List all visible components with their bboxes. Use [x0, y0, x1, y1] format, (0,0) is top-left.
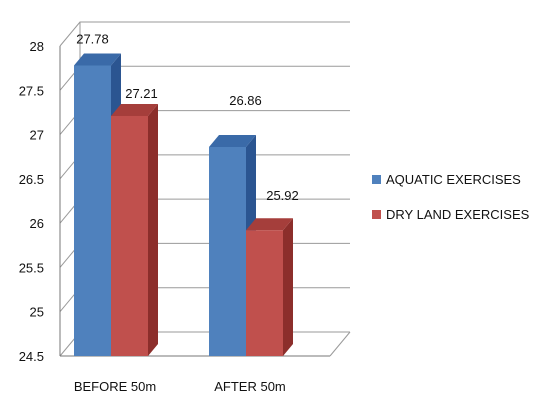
legend-label: AQUATIC EXERCISES	[386, 172, 521, 187]
x-axis-categories: BEFORE 50m AFTER 50m	[74, 379, 286, 394]
y-tick-label: 25.5	[19, 260, 44, 275]
bar-front-face	[209, 146, 246, 356]
x-category-label: BEFORE 50m	[74, 379, 156, 394]
y-tick-label: 25	[30, 305, 44, 320]
bar-top-face	[246, 218, 293, 231]
bar-front-face	[246, 230, 283, 356]
legend: AQUATIC EXERCISES DRY LAND EXERCISES	[372, 172, 530, 222]
y-tick-label: 26	[30, 216, 44, 231]
bar-dry-land-before	[111, 103, 158, 356]
legend-swatch	[372, 175, 381, 184]
legend-label: DRY LAND EXERCISES	[386, 207, 530, 222]
data-label: 25.92	[266, 188, 299, 203]
y-tick-label: 26.5	[19, 172, 44, 187]
data-label: 26.86	[229, 93, 262, 108]
legend-item: AQUATIC EXERCISES	[372, 172, 521, 187]
bar-side-face	[283, 218, 293, 356]
y-tick-label: 27.5	[19, 83, 44, 98]
bar-front-face	[74, 65, 111, 356]
y-tick-label: 27	[30, 128, 44, 143]
legend-swatch	[372, 210, 381, 219]
x-category-label: AFTER 50m	[214, 379, 286, 394]
y-axis-ticks: 24.5 25 25.5 26 26.5 27 27.5 28	[19, 39, 44, 364]
bar-dry-land-after	[246, 218, 293, 356]
floor-edge	[329, 331, 351, 357]
legend-item: DRY LAND EXERCISES	[372, 207, 530, 222]
data-label: 27.21	[125, 86, 158, 101]
bar-front-face	[111, 115, 148, 356]
y-tick-label: 28	[30, 39, 44, 54]
bar-side-face	[148, 103, 158, 356]
bar-top-face	[209, 134, 256, 147]
data-label: 27.78	[76, 31, 109, 46]
bar-top-face	[74, 53, 121, 66]
bars	[74, 53, 293, 356]
y-tick-label: 24.5	[19, 349, 44, 364]
bar-top-face	[111, 103, 158, 116]
data-labels: 27.78 27.21 26.86 25.92	[76, 31, 299, 203]
